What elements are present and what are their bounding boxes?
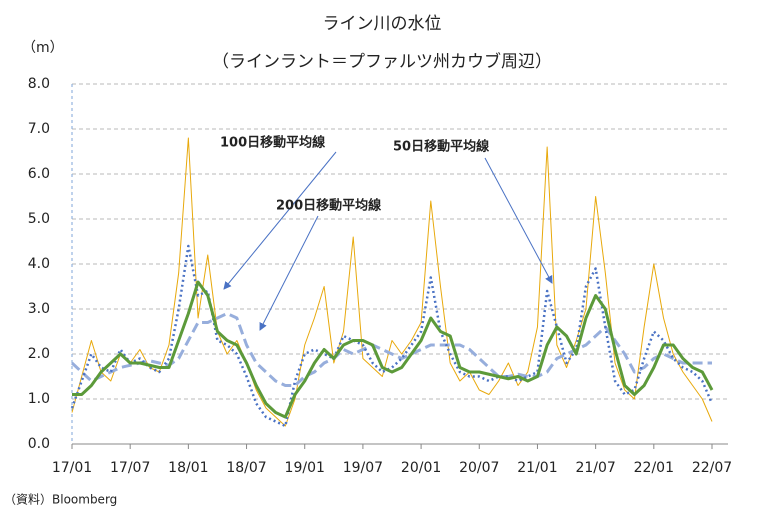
x-tick-label: 22/07 [692, 460, 732, 476]
y-tick-label: 3.0 [28, 301, 50, 317]
x-tick-label: 17/01 [52, 460, 92, 476]
y-tick-label: 0.0 [28, 436, 50, 452]
y-tick-label: 1.0 [28, 391, 50, 407]
annotation: 200日移動平均線 [276, 198, 382, 214]
annotation: 100日移動平均線 [220, 135, 326, 151]
y-tick-label: 7.0 [28, 121, 50, 137]
x-tick-label: 19/01 [285, 460, 325, 476]
series-line [72, 280, 714, 419]
x-tick-label: 22/01 [634, 460, 674, 476]
y-tick-label: 2.0 [28, 346, 50, 362]
x-tick-label: 21/01 [517, 460, 557, 476]
x-tick-label: 21/07 [575, 460, 615, 476]
y-tick-label: 5.0 [28, 211, 50, 227]
chart-title: ライン川の水位 [323, 14, 442, 34]
series-line [70, 244, 714, 428]
x-tick-label: 18/07 [226, 460, 266, 476]
chart-subtitle: （ラインラント＝プファルツ州カウブ周辺） [212, 51, 552, 72]
arrow [484, 157, 553, 284]
source: （資料）Bloomberg [4, 493, 117, 507]
x-tick-label: 20/01 [401, 460, 441, 476]
y-axis-label: （m） [22, 40, 64, 56]
y-tick-label: 8.0 [28, 76, 50, 92]
x-tick-label: 17/07 [110, 460, 150, 476]
y-tick-label: 6.0 [28, 166, 50, 182]
annotation: 50日移動平均線 [393, 139, 490, 155]
y-tick-label: 4.0 [28, 256, 50, 272]
series-line [71, 137, 713, 427]
x-tick-label: 19/07 [343, 460, 383, 476]
arrow [223, 151, 337, 290]
x-tick-label: 20/07 [459, 460, 499, 476]
arrow [259, 215, 319, 331]
x-tick-label: 18/01 [168, 460, 208, 476]
